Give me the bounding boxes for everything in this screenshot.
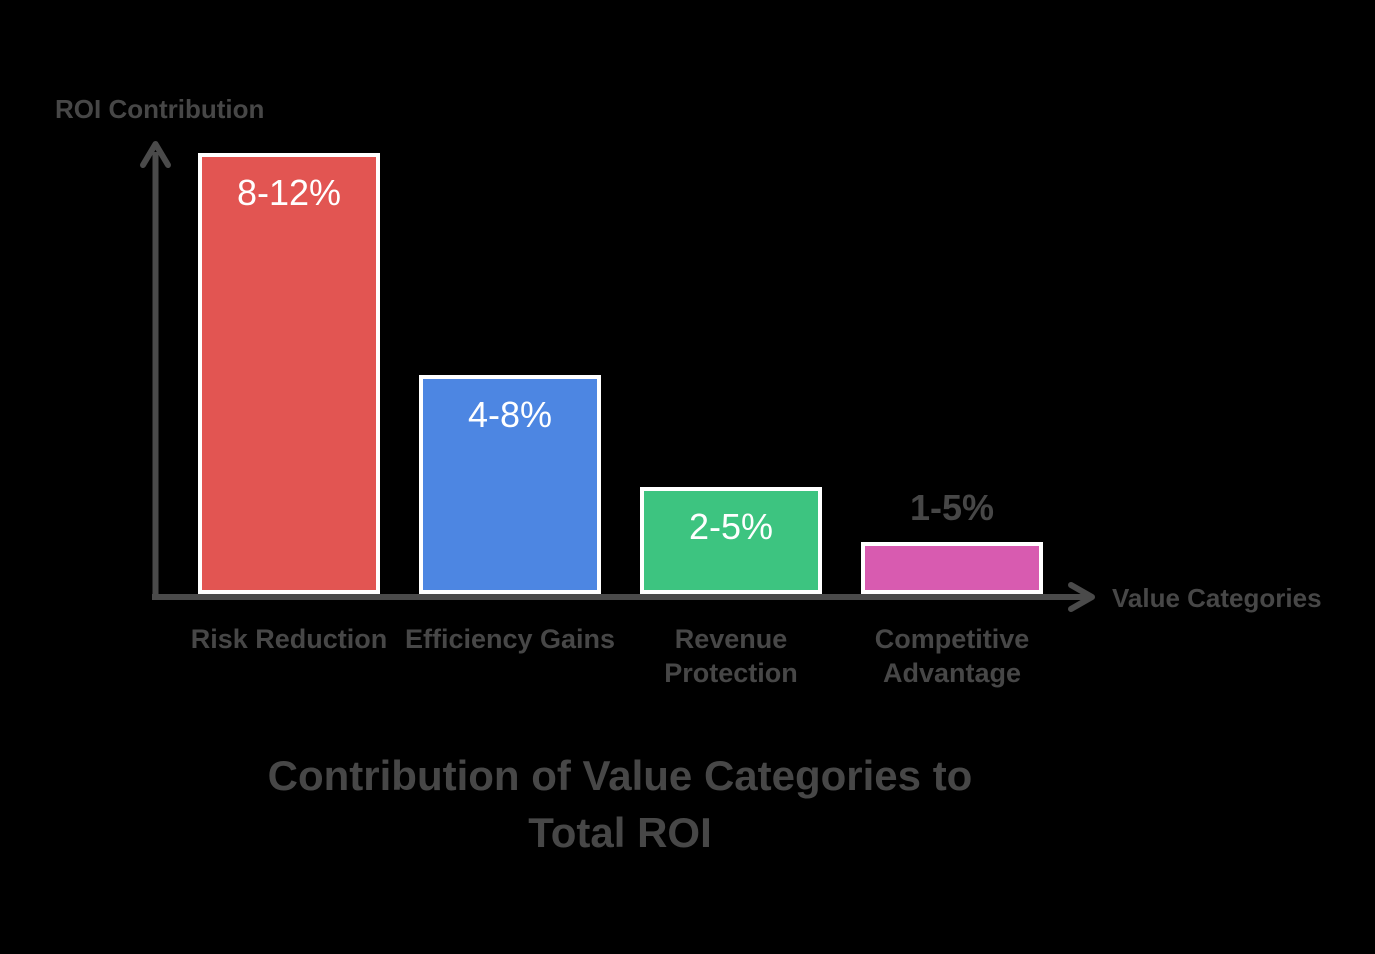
bar-value-label: 1-5%: [909, 487, 995, 528]
y-axis-arrow-icon: [140, 141, 171, 168]
category-label-competitive-advantage: Competitive Advantage: [874, 624, 1030, 688]
bar-value-label: 8-12%: [236, 172, 342, 213]
chart-title: Contribution of Value Categories to Tota…: [267, 752, 973, 856]
bar-risk-reduction: 8-12%: [198, 153, 380, 594]
x-axis-label: Value Categories: [1112, 583, 1322, 613]
y-axis-label: ROI Contribution: [55, 94, 265, 124]
bar-value-label: 4-8%: [467, 394, 553, 435]
x-axis-arrow-icon: [1068, 582, 1095, 612]
bar-value-label: 2-5%: [688, 506, 774, 547]
bar-competitive-advantage: [861, 542, 1043, 594]
bar-efficiency-gains: 4-8%: [419, 375, 601, 594]
category-label-efficiency-gains: Efficiency Gains: [404, 624, 616, 654]
category-label-revenue-protection: Revenue Protection: [664, 624, 798, 688]
bar-revenue-protection: 2-5%: [640, 487, 822, 594]
category-label-risk-reduction: Risk Reduction: [190, 624, 388, 654]
